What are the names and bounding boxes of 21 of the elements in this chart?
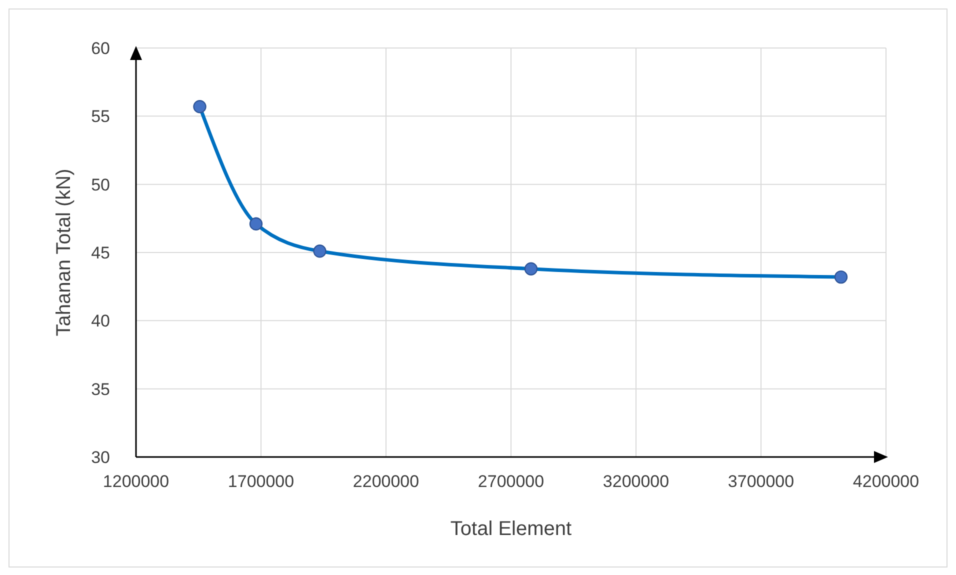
- x-tick-label: 2200000: [352, 472, 420, 491]
- y-tick-label: 55: [91, 107, 110, 126]
- x-tick-label: 1700000: [228, 472, 294, 491]
- point: [313, 244, 326, 258]
- x-tick-label: 2700000: [478, 472, 544, 491]
- point: [524, 262, 538, 276]
- y-tick-label: 35: [91, 380, 110, 399]
- y-tick-label: 50: [91, 175, 110, 194]
- y-tick-label: 60: [91, 38, 110, 58]
- y-axis-title: Tahanan Total (kN): [53, 168, 75, 336]
- x-axis-title: Total Element: [450, 518, 572, 540]
- x-tick-label: 3700000: [728, 472, 794, 491]
- y-tick-label: 30: [91, 448, 110, 467]
- point: [193, 100, 206, 114]
- x-tick-label: 1200000: [102, 472, 170, 491]
- point: [249, 217, 263, 230]
- x-tick-label: 4200000: [852, 472, 920, 491]
- y-tick-label: 45: [91, 243, 110, 262]
- y-tick-label: 40: [91, 312, 110, 331]
- x-tick-label: 3200000: [602, 472, 670, 491]
- point: [834, 270, 848, 284]
